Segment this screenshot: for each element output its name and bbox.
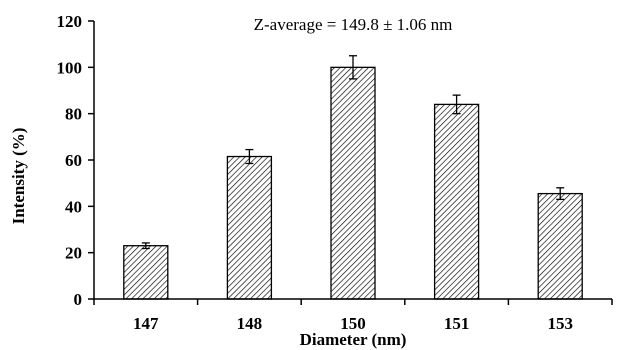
x-tick-label: 150 [340,314,366,333]
bar-147 [123,245,169,300]
y-tick-label: 120 [57,12,83,31]
y-tick-label: 40 [65,197,82,216]
error-bar-150 [349,55,357,80]
error-bar-147 [141,242,150,250]
bar-151 [433,103,480,300]
y-tick-label: 80 [65,105,82,124]
y-axis-title: Intensity (%) [9,128,28,225]
error-bar-153 [556,187,565,201]
error-bar-148 [245,148,254,165]
x-tick-label: 153 [547,314,573,333]
z-average-annotation: Z-average = 149.8 ± 1.06 nm [254,15,453,34]
x-axis-title: Diameter (nm) [300,330,407,349]
x-tick-label: 148 [237,314,263,333]
y-tick-label: 20 [65,244,82,263]
bars-group [123,55,583,300]
x-axis-ticks: 147 148 150 151 153 [93,299,613,333]
bar-148 [226,155,273,300]
y-axis-ticks: 0 20 40 60 80 100 120 [57,12,94,309]
bar-150 [330,66,376,300]
y-tick-label: 100 [57,58,83,77]
error-bar-151 [452,94,461,115]
y-tick-label: 0 [74,290,83,309]
x-tick-label: 147 [133,314,159,333]
bar-153 [537,192,583,300]
y-tick-label: 60 [65,151,82,170]
x-tick-label: 151 [444,314,470,333]
